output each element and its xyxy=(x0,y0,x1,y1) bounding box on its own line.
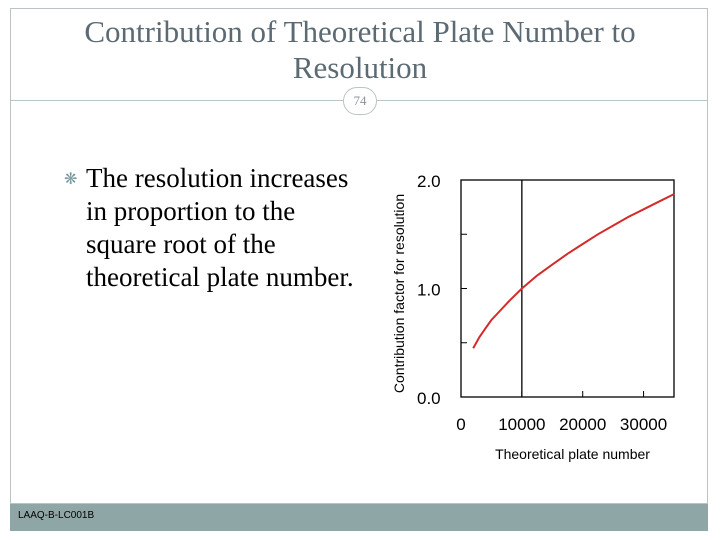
slide-frame xyxy=(10,8,708,504)
bullet-list: ❋ The resolution increases in proportion… xyxy=(64,162,364,294)
x-tick-label: 30000 xyxy=(620,415,667,434)
x-tick-label: 0 xyxy=(456,415,465,434)
plot-frame xyxy=(460,179,675,398)
x-axis-label: Theoretical plate number xyxy=(495,446,650,462)
x-tick-label: 20000 xyxy=(559,415,606,434)
y-tick-label: 0.0 xyxy=(417,389,441,408)
bullet-item: ❋ The resolution increases in proportion… xyxy=(64,162,364,294)
x-tick-label: 10000 xyxy=(498,415,545,434)
page-number-badge: 74 xyxy=(343,87,377,115)
bullet-text: The resolution increases in proportion t… xyxy=(86,163,354,292)
slide-title: Contribution of Theoretical Plate Number… xyxy=(84,14,636,85)
resolution-curve xyxy=(472,193,675,349)
y-axis-label: Contribution factor for resolution xyxy=(391,194,407,393)
y-tick-label: 2.0 xyxy=(417,172,441,191)
y-tick-label: 1.0 xyxy=(417,281,441,300)
resolution-chart: 0.0 1.0 2.0 0 10000 20000 30000 Theoretical pla… xyxy=(391,172,675,462)
bullet-icon: ❋ xyxy=(64,171,78,188)
footer-band xyxy=(10,504,708,531)
footer-code: LAAQ-B-LC001B xyxy=(18,510,95,521)
